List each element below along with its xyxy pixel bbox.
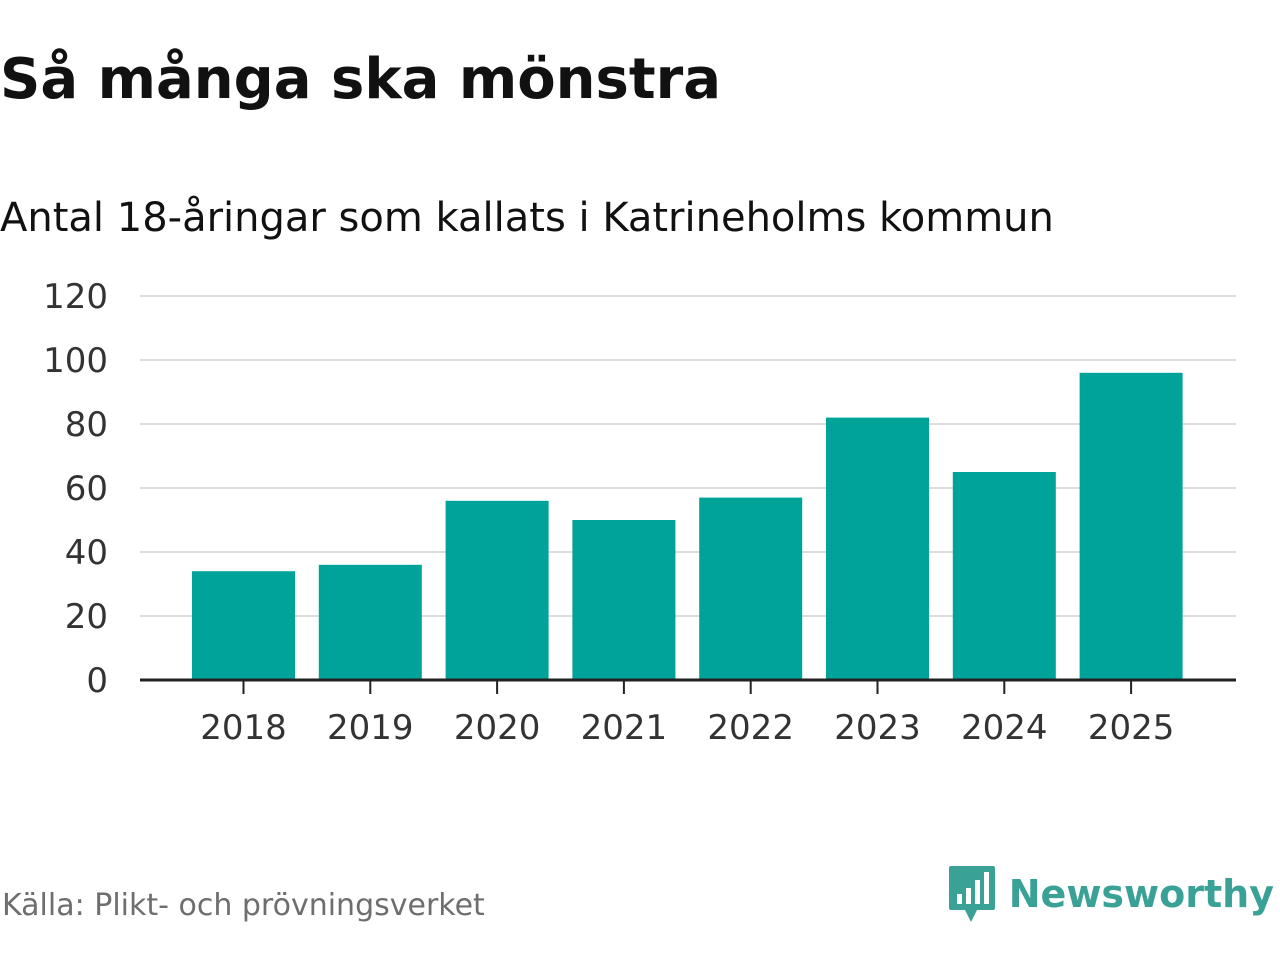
x-tick-label: 2021 <box>581 708 668 748</box>
bars <box>192 372 1183 680</box>
bar-2024 <box>952 472 1056 680</box>
y-tick-label: 0 <box>86 661 108 701</box>
bar-2023 <box>826 417 929 680</box>
y-tick-label: 20 <box>65 597 108 637</box>
source-note: Källa: Plikt- och prövningsverket <box>2 888 485 923</box>
x-tick-label: 2019 <box>327 708 414 748</box>
x-tick-label: 2025 <box>1088 708 1175 748</box>
chart-subtitle: Antal 18-åringar som kallats i Katrineho… <box>0 195 1054 241</box>
brand: Newsworthy <box>947 862 1274 926</box>
x-tick-label: 2024 <box>961 708 1048 748</box>
bar-2021 <box>572 520 676 680</box>
x-axis-tick-labels: 2018 2019 2020 2021 2022 2023 2024 2025 <box>200 708 1174 748</box>
bar-2020 <box>445 500 549 680</box>
y-tick-label: 80 <box>65 405 108 445</box>
y-tick-label: 100 <box>43 341 108 381</box>
gridlines <box>140 295 1236 617</box>
bar-2019 <box>318 564 422 680</box>
y-tick-label: 40 <box>65 533 108 573</box>
x-tick-label: 2020 <box>454 708 541 748</box>
x-tick-label: 2023 <box>834 708 921 748</box>
y-axis-tick-labels: 0 20 40 60 80 100 120 <box>43 277 108 701</box>
bar-2022 <box>699 497 803 680</box>
y-tick-label: 60 <box>65 469 108 509</box>
bar-2018 <box>192 571 295 680</box>
y-tick-label: 120 <box>43 277 108 317</box>
bar-2025 <box>1079 372 1183 680</box>
x-axis <box>140 678 1236 694</box>
brand-name: Newsworthy <box>1008 872 1274 916</box>
newsworthy-logo-icon <box>948 866 995 922</box>
x-tick-label: 2022 <box>707 708 794 748</box>
chart-title: Så många ska mönstra <box>0 47 722 112</box>
x-tick-label: 2018 <box>200 708 287 748</box>
